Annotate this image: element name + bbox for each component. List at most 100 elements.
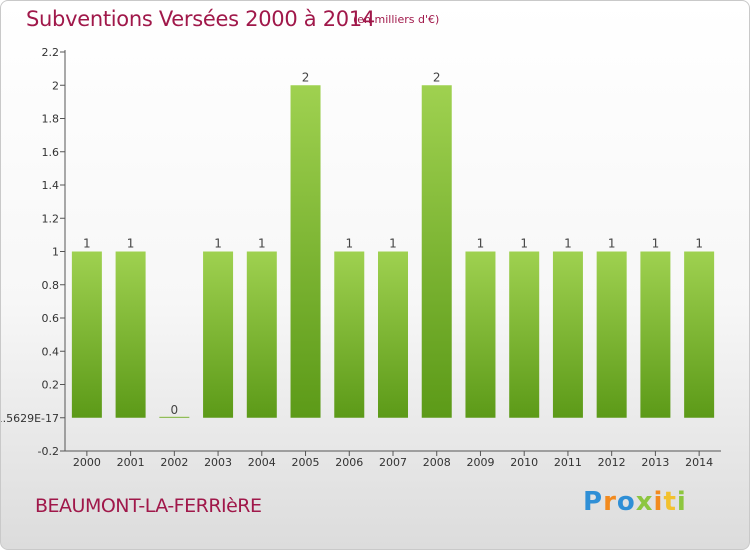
y-tick: 1.2 <box>42 212 65 225</box>
x-tick-label: 2005 <box>292 456 320 469</box>
x-tick: 2009 <box>466 451 494 469</box>
y-tick-label: 0.4 <box>42 345 60 358</box>
y-tick-label: 1.2 <box>42 212 60 225</box>
logo-letter: t <box>663 487 677 517</box>
logo-letter: r <box>603 487 617 517</box>
data-label: 1 <box>695 237 703 251</box>
y-tick: -0.2 <box>38 445 65 458</box>
y-tick: 2.2 <box>42 46 65 59</box>
x-tick-label: 2001 <box>117 456 145 469</box>
data-label: 1 <box>127 237 135 251</box>
x-tick: 2000 <box>73 451 101 469</box>
data-label: 1 <box>652 237 660 251</box>
y-tick: 2 <box>52 79 65 92</box>
x-tick-label: 2013 <box>641 456 669 469</box>
x-tick: 2001 <box>117 451 145 469</box>
axes: -0.2 -1.5629E-17 0.2 0.4 0.6 0.8 1 1.2 1.4 1.6 1.8… <box>1 46 721 469</box>
bar-2003[interactable] <box>203 251 234 418</box>
y-tick: 1.6 <box>42 146 65 159</box>
x-tick: 2004 <box>248 451 276 469</box>
data-label: 1 <box>214 237 222 251</box>
logo-letter: o <box>616 487 636 517</box>
x-tick-label: 2002 <box>160 456 188 469</box>
bar-2011[interactable] <box>552 251 583 418</box>
y-tick-label: 0.6 <box>42 312 60 325</box>
bar-2013[interactable] <box>640 251 671 418</box>
y-tick: 1.4 <box>42 179 65 192</box>
bar-2000[interactable] <box>71 251 102 418</box>
y-tick-label: -0.2 <box>38 445 59 458</box>
x-tick-label: 2010 <box>510 456 538 469</box>
y-tick-label: 2.2 <box>42 46 60 59</box>
y-tick-label: -1.5629E-17 <box>1 412 59 425</box>
data-label: 1 <box>608 237 616 251</box>
bar-2007[interactable] <box>378 251 408 418</box>
data-label: 1 <box>477 237 485 251</box>
x-tick-label: 2003 <box>204 456 232 469</box>
data-label: 1 <box>345 237 353 251</box>
y-tick: 1 <box>52 246 65 259</box>
x-tick: 2005 <box>292 451 320 469</box>
y-tick: 0.4 <box>42 345 65 358</box>
y-tick-label: 1.6 <box>42 146 60 159</box>
y-tick-label: 0.8 <box>42 279 60 292</box>
bar-2002[interactable] <box>159 416 190 418</box>
x-tick-label: 2014 <box>685 456 713 469</box>
bars <box>71 85 715 418</box>
data-label: 1 <box>520 237 528 251</box>
y-tick-label: 0.2 <box>42 379 60 392</box>
data-label: 1 <box>389 237 397 251</box>
x-tick-label: 2011 <box>554 456 582 469</box>
logo-letter: P <box>583 487 604 517</box>
x-tick: 2013 <box>641 451 669 469</box>
logo-letter: i <box>653 487 664 517</box>
y-tick-label: 1.8 <box>42 113 60 126</box>
data-label: 0 <box>171 403 179 417</box>
y-tick: 0.2 <box>42 379 65 392</box>
x-tick: 2006 <box>335 451 363 469</box>
bar-2012[interactable] <box>596 251 627 418</box>
y-tick: -1.5629E-17 <box>1 412 65 425</box>
data-label: 1 <box>564 237 572 251</box>
x-tick-label: 2009 <box>466 456 494 469</box>
y-tick: 0.6 <box>42 312 65 325</box>
x-tick: 2012 <box>598 451 626 469</box>
bar-2004[interactable] <box>246 251 277 418</box>
chart-title: Subventions Versées 2000 à 2014 <box>26 7 375 31</box>
x-tick: 2014 <box>685 451 713 469</box>
y-tick: 1.8 <box>42 113 65 126</box>
x-tick: 2003 <box>204 451 232 469</box>
x-tick: 2011 <box>554 451 582 469</box>
bar-2005[interactable] <box>290 85 321 418</box>
unit-label: (en milliers d'€) <box>353 13 440 26</box>
x-tick-label: 2004 <box>248 456 276 469</box>
x-tick: 2008 <box>423 451 451 469</box>
y-tick-label: 1.4 <box>42 179 60 192</box>
bar-2006[interactable] <box>334 251 365 418</box>
data-label: 2 <box>433 70 441 84</box>
bar-2009[interactable] <box>465 251 496 418</box>
logo-letter: i <box>676 487 687 517</box>
commune-name: BEAUMONT-LA-FERRIèRE <box>35 495 262 517</box>
data-label: 1 <box>83 237 91 251</box>
x-tick-label: 2008 <box>423 456 451 469</box>
data-label: 2 <box>302 70 310 84</box>
x-tick: 2002 <box>160 451 188 469</box>
x-tick-label: 2007 <box>379 456 407 469</box>
bar-2010[interactable] <box>509 251 540 418</box>
logo-letter: x <box>635 487 654 517</box>
bar-2001[interactable] <box>115 251 146 418</box>
x-tick-label: 2012 <box>598 456 626 469</box>
x-tick-label: 2006 <box>335 456 363 469</box>
data-label: 1 <box>258 237 266 251</box>
y-tick-label: 1 <box>52 246 59 259</box>
x-tick: 2010 <box>510 451 538 469</box>
y-tick-label: 2 <box>52 79 59 92</box>
value-labels: 1 1 0 1 1 2 1 1 2 1 1 1 1 1 1 <box>83 70 703 417</box>
bar-2014[interactable] <box>684 251 715 418</box>
y-tick: 0.8 <box>42 279 65 292</box>
proxiti-logo[interactable]: Proxiti <box>583 487 687 517</box>
bar-2008[interactable] <box>421 85 452 418</box>
